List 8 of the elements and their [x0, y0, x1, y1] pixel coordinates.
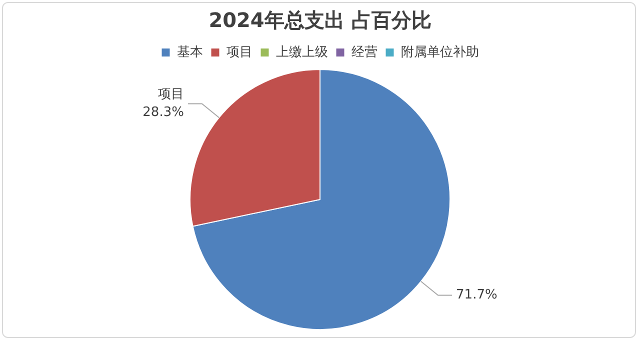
legend-label: 附属单位补助: [400, 44, 479, 60]
data-label: 71.7%: [456, 288, 498, 303]
legend-label: 项目: [226, 44, 252, 60]
data-label: 项目 28.3%: [142, 87, 184, 120]
chart-title: 2024年总支出 占百分比: [208, 8, 432, 32]
legend-label: 基本: [176, 44, 203, 60]
legend-label: 经营: [351, 44, 378, 60]
legend-label: 上缴上级: [276, 44, 328, 60]
